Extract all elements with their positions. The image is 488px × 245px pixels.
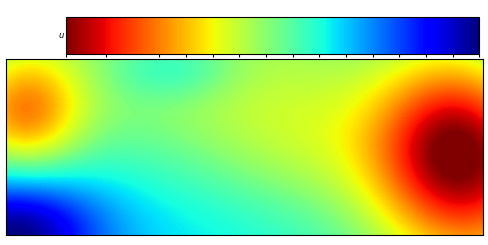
Text: u: u [59,31,64,40]
